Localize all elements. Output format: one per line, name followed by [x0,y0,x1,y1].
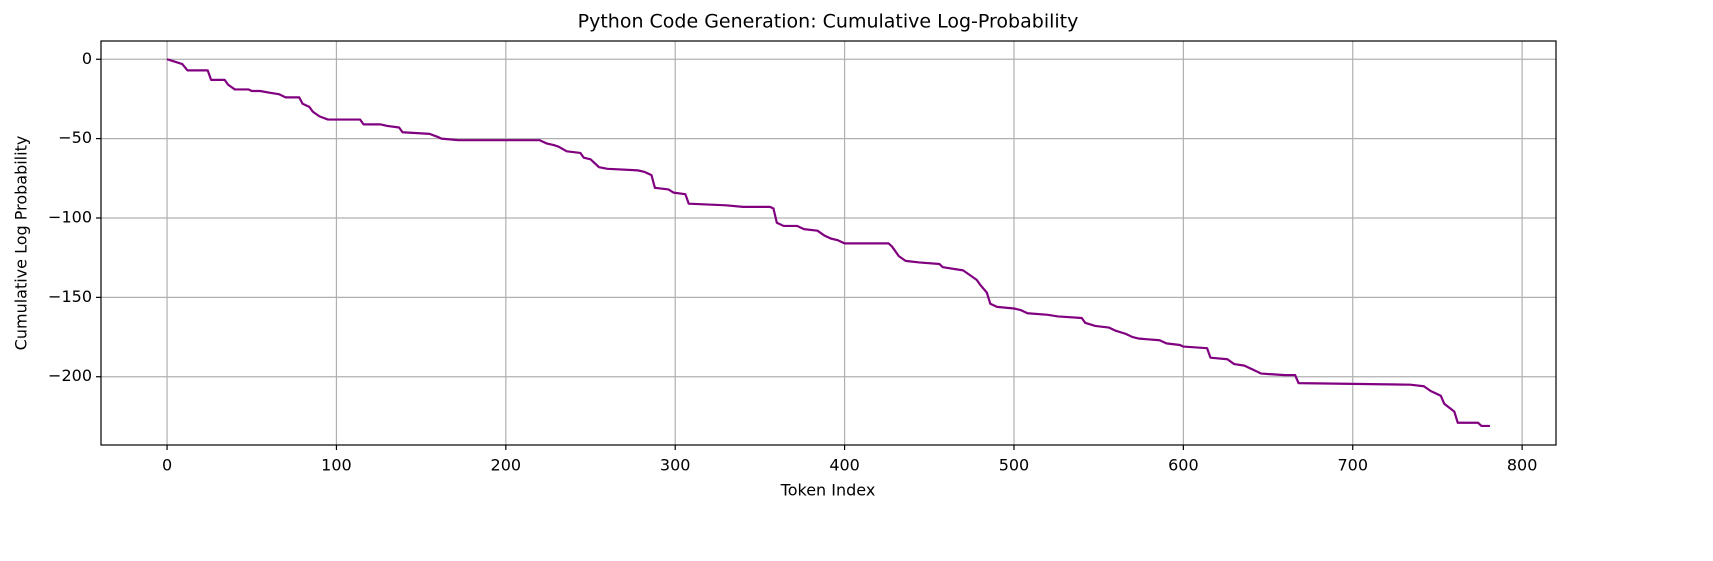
x-tick-label: 0 [162,456,172,475]
x-tick-label: 300 [660,456,691,475]
x-axis-label: Token Index [780,481,876,500]
plot-frame [100,40,1557,446]
x-tick-label: 100 [321,456,352,475]
chart-title: Python Code Generation: Cumulative Log-P… [578,11,1079,33]
data-line [166,58,1490,428]
x-tick-label: 600 [1168,456,1199,475]
y-axis-label: Cumulative Log Probability [12,136,31,351]
x-tick-label: 800 [1507,456,1538,475]
y-tick-label: −150 [48,287,92,306]
y-tick-label: −100 [48,207,92,226]
x-tick-label: 700 [1337,456,1368,475]
y-tick-label: 0 [82,49,92,68]
y-tick-label: −200 [48,366,92,385]
x-tick-label: 500 [999,456,1030,475]
x-tick-label: 200 [491,456,522,475]
y-tick-label: −50 [58,128,92,147]
x-tick-label: 400 [829,456,860,475]
